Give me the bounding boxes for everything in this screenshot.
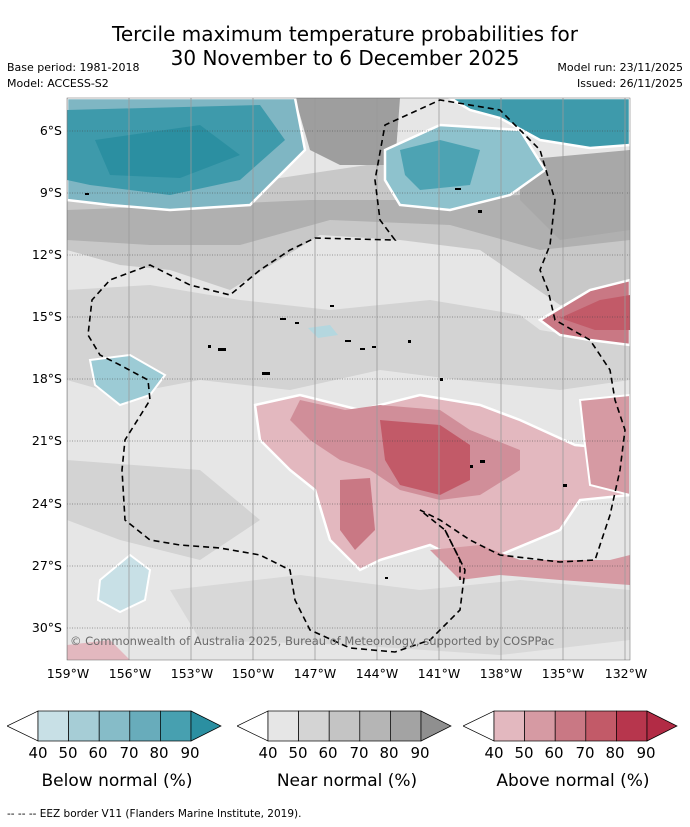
above-normal-east-lower <box>578 393 630 497</box>
below-normal-northeast <box>447 98 630 150</box>
legend-swatch <box>129 710 161 742</box>
above-normal-east-core <box>560 295 630 330</box>
legend-swatch <box>298 710 330 742</box>
lon-label: 138°W <box>479 666 523 681</box>
title-line-1: Tercile maximum temperature probabilitie… <box>112 22 578 46</box>
legend-colorbar <box>237 710 452 742</box>
legend-low-arrow <box>463 710 495 742</box>
lon-label: 150°W <box>231 666 275 681</box>
lat-label: 6°S <box>39 123 62 138</box>
above-normal-southeast <box>430 545 630 585</box>
meridian-lines <box>67 98 626 660</box>
legend-swatch <box>359 710 391 742</box>
legend-high-arrow <box>646 710 678 742</box>
legend-ticks: 40 50 60 70 80 90 <box>463 744 683 764</box>
legend-tick: 70 <box>119 744 139 762</box>
issued-date: Issued: 26/11/2025 <box>576 77 683 90</box>
legend-tick: 70 <box>349 744 369 762</box>
legend-swatch <box>98 710 131 742</box>
legend-high-arrow <box>190 710 222 742</box>
lon-label: 153°W <box>170 666 214 681</box>
below-normal-northwest-core <box>95 125 240 178</box>
lat-label: 24°S <box>31 496 62 511</box>
near-normal-south-patch <box>170 575 630 655</box>
below-normal-islets <box>308 325 338 338</box>
below-normal-north-central-inner <box>400 140 480 190</box>
map-title: Tercile maximum temperature probabilitie… <box>0 22 690 70</box>
lat-label: 21°S <box>31 433 62 448</box>
legend-ticks: 40 50 60 70 80 90 <box>7 744 227 764</box>
legend-low-arrow <box>237 710 269 742</box>
legend-tick: 60 <box>544 744 564 762</box>
above-normal-central-core <box>380 420 470 495</box>
legend-swatch <box>616 710 648 742</box>
legend-swatch <box>267 710 299 742</box>
legend-caption: Near normal (%) <box>276 771 418 791</box>
legend-tick: 90 <box>180 744 200 762</box>
meta-right: Model run: 23/11/2025 Issued: 26/11/2025 <box>557 60 683 92</box>
legend-caption: Below normal (%) <box>41 771 193 791</box>
lat-label: 27°S <box>31 558 62 573</box>
legend-tick: 50 <box>514 744 534 762</box>
legend-tick: 40 <box>28 744 48 762</box>
lon-label: 144°W <box>355 666 399 681</box>
eez-footnote: -- -- -- EEZ border V11 (Flanders Marine… <box>7 808 302 820</box>
lon-label: 156°W <box>108 666 152 681</box>
legend-swatch <box>554 710 587 742</box>
near-normal-lower-patch <box>67 460 260 560</box>
legend-tick: 50 <box>58 744 78 762</box>
above-normal-south-patch <box>340 478 375 550</box>
meta-left: Base period: 1981-2018 Model: ACCESS-S2 <box>7 60 139 92</box>
lon-label: 159°W <box>46 666 90 681</box>
lat-label: 9°S <box>39 185 62 200</box>
legend-tick: 40 <box>258 744 278 762</box>
legend-swatch <box>160 710 192 742</box>
above-normal-bottom-left <box>67 640 130 660</box>
near-normal-top-grey <box>295 98 400 165</box>
lon-label: 132°W <box>604 666 648 681</box>
legend-tick: 60 <box>88 744 108 762</box>
legend-swatch <box>328 710 361 742</box>
legend-tick: 50 <box>288 744 308 762</box>
lon-label: 147°W <box>293 666 337 681</box>
legend-tick: 80 <box>379 744 399 762</box>
lat-label: 30°S <box>31 620 62 635</box>
legend-tick: 70 <box>575 744 595 762</box>
legend-near-normal: 40 50 60 70 80 90 Near normal (%) <box>237 710 457 810</box>
model-run: Model run: 23/11/2025 <box>557 61 683 74</box>
legend-above-normal: 40 50 60 70 80 90 Above normal (%) <box>463 710 683 810</box>
base-period: Base period: 1981-2018 <box>7 61 140 74</box>
below-normal-southwest <box>96 553 152 614</box>
lon-label: 141°W <box>417 666 461 681</box>
islands <box>85 188 567 579</box>
legend-tick: 80 <box>605 744 625 762</box>
legend-swatch <box>585 710 617 742</box>
lat-label: 12°S <box>31 247 62 262</box>
lat-label: 18°S <box>31 371 62 386</box>
eez-borders <box>87 99 626 653</box>
legend-low-arrow <box>7 710 39 742</box>
legend-swatch <box>68 710 100 742</box>
legend-caption: Above normal (%) <box>496 771 650 791</box>
legend-tick: 80 <box>149 744 169 762</box>
legend-tick: 60 <box>318 744 338 762</box>
legend-swatch <box>493 710 525 742</box>
legend-colorbar <box>463 710 678 742</box>
legend-swatch <box>390 710 422 742</box>
legend-high-arrow <box>420 710 452 742</box>
copyright-notice: © Commonwealth of Australia 2025, Bureau… <box>70 634 555 648</box>
legend-below-normal: 40 50 60 70 80 90 Below normal (%) <box>7 710 227 810</box>
lon-label: 135°W <box>541 666 585 681</box>
legend-swatch <box>37 710 69 742</box>
legend-tick: 90 <box>410 744 430 762</box>
lat-label: 15°S <box>31 309 62 324</box>
legend-ticks: 40 50 60 70 80 90 <box>237 744 457 764</box>
title-line-2: 30 November to 6 December 2025 <box>170 46 520 70</box>
legend-tick: 90 <box>636 744 656 762</box>
legend-colorbar <box>7 710 222 742</box>
legend-swatch <box>524 710 556 742</box>
model-name: Model: ACCESS-S2 <box>7 77 109 90</box>
legend-tick: 40 <box>484 744 504 762</box>
